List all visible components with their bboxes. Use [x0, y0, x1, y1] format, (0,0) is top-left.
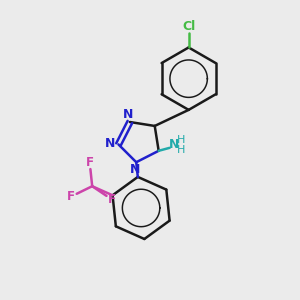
Text: H: H: [176, 145, 185, 155]
Text: F: F: [67, 190, 75, 203]
Text: F: F: [108, 193, 116, 206]
Text: N: N: [169, 138, 179, 151]
Text: N: N: [105, 137, 115, 150]
Text: H: H: [176, 135, 185, 145]
Text: F: F: [86, 156, 94, 169]
Text: N: N: [130, 163, 140, 176]
Text: Cl: Cl: [182, 20, 195, 33]
Text: N: N: [123, 108, 134, 122]
